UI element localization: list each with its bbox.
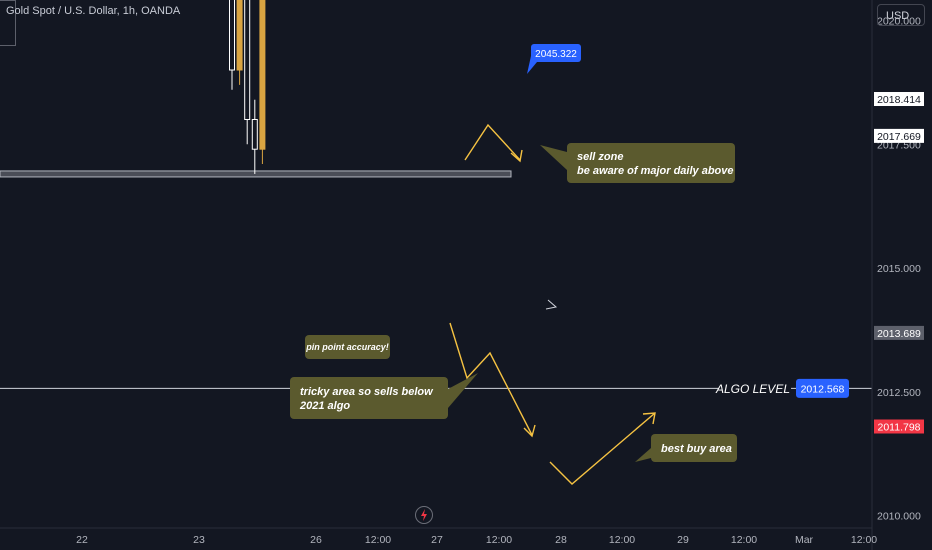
algo-level-label: ALGO LEVEL (715, 382, 790, 396)
candle-body (251, 119, 258, 150)
note-text: be aware of major daily above (577, 165, 734, 177)
arrowhead (642, 412, 656, 425)
algo-level-price: 2012.568 (801, 383, 845, 395)
axis-price-badge (874, 325, 924, 340)
candle-body (229, 0, 235, 71)
x-tick-label: 12:00 (486, 534, 512, 546)
annotation-note: tricky area so sells below 2021 algo (290, 373, 478, 419)
algo-label-bg (719, 380, 791, 397)
note-text: tricky area so sells below (300, 386, 434, 398)
lightning-icon[interactable] (415, 506, 433, 524)
left-toolbar-stub[interactable] (0, 0, 16, 46)
arrowhead (523, 424, 536, 438)
price-label-tail (527, 56, 537, 74)
x-tick-label: 12:00 (609, 534, 635, 546)
x-tick-label: 12:00 (851, 534, 877, 546)
candle-body (236, 0, 243, 71)
axis-price-badge (874, 92, 924, 107)
note-box (651, 434, 737, 462)
algo-level-badge (796, 378, 849, 398)
note-text: sell zone (577, 151, 623, 163)
price-label-box (531, 44, 581, 62)
axis-price-badge-text: 2018.414 (877, 94, 921, 106)
symbol-title: Gold Spot / U.S. Dollar, 1h, OANDA (6, 5, 181, 17)
x-tick-label: 27 (431, 534, 443, 546)
trend-arrowhead (545, 299, 558, 310)
note-box (290, 377, 448, 419)
note-text: best buy area (661, 443, 732, 455)
support-zone (0, 170, 512, 178)
note-tail (448, 373, 478, 408)
price-label-text: 2045.322 (535, 49, 577, 60)
x-tick-label: 23 (193, 534, 205, 546)
note-tail (540, 145, 567, 170)
x-tick-label: Mar (795, 534, 814, 546)
note-tail (635, 448, 651, 462)
y-tick-label: 2015.000 (877, 263, 921, 275)
x-tick-label: 22 (76, 534, 88, 546)
x-tick-label: 28 (555, 534, 567, 546)
y-tick-label: 2020.000 (877, 16, 921, 28)
annotation-note: sell zone be aware of major daily above (540, 143, 735, 183)
x-tick-label: 12:00 (731, 534, 757, 546)
arrowhead (510, 149, 523, 163)
path-arrow (549, 412, 656, 485)
axis-price-badge-text: 2013.689 (877, 328, 921, 340)
x-tick-label: 29 (677, 534, 689, 546)
note-text: 2021 algo (299, 400, 350, 412)
candle-body (244, 0, 251, 121)
path-arrow (464, 123, 521, 161)
x-tick-label: 12:00 (365, 534, 391, 546)
path-arrow (449, 322, 533, 436)
top-price-label: 2045.322 (527, 44, 581, 74)
currency-button[interactable]: USD (877, 4, 925, 26)
note-box (567, 143, 735, 183)
x-tick-label: 26 (310, 534, 322, 546)
annotation-note: best buy area (635, 434, 737, 462)
y-tick-label: 2012.500 (877, 387, 921, 399)
axis-price-badge (874, 128, 924, 143)
note-text: pin point accuracy! (305, 342, 389, 352)
annotation-note: pin point accuracy! (305, 335, 390, 359)
note-box (305, 335, 390, 359)
axis-price-badge-text: 2017.669 (877, 131, 921, 143)
axis-price-badge (874, 419, 924, 434)
axis-price-badge-text: 2011.798 (877, 421, 920, 433)
candle-body (259, 0, 266, 150)
y-tick-label: 2010.000 (877, 511, 921, 523)
